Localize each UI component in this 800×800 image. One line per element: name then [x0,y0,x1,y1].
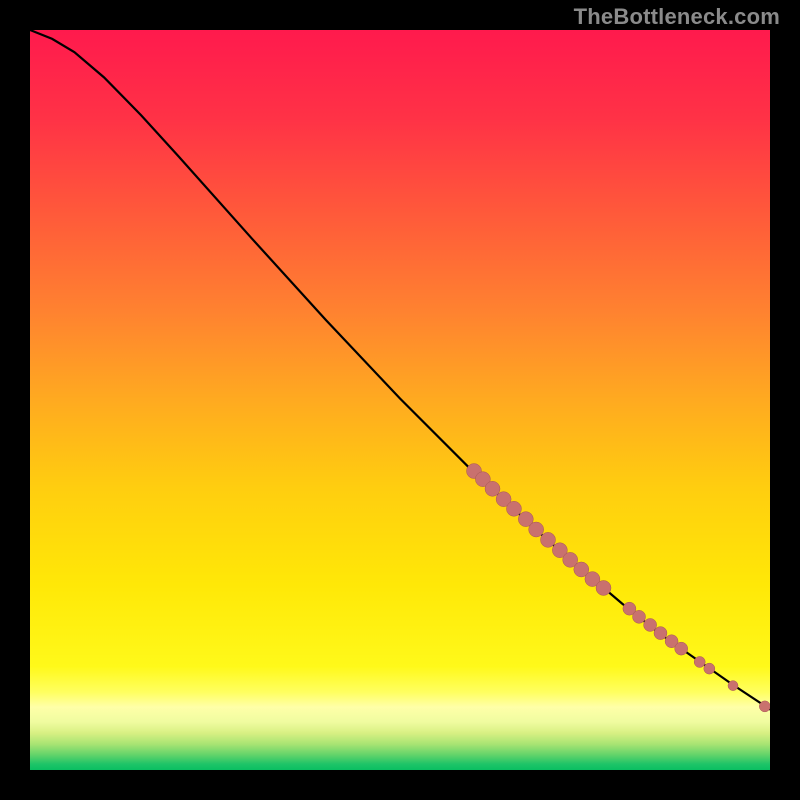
data-point [529,522,544,537]
data-point [541,532,556,547]
data-point [485,481,500,496]
plot-area [30,30,770,770]
data-point [759,701,770,712]
main-curve [30,30,770,709]
data-point [728,681,738,691]
marker-group [467,464,771,712]
data-point [506,501,521,516]
curve-layer [30,30,770,770]
data-point [704,663,715,674]
data-point [675,642,688,655]
chart-container: TheBottleneck.com [0,0,800,800]
data-point [633,610,646,623]
data-point [694,656,705,667]
data-point [596,580,611,595]
data-point [654,627,667,640]
data-point [644,618,657,631]
watermark-text: TheBottleneck.com [574,4,780,30]
